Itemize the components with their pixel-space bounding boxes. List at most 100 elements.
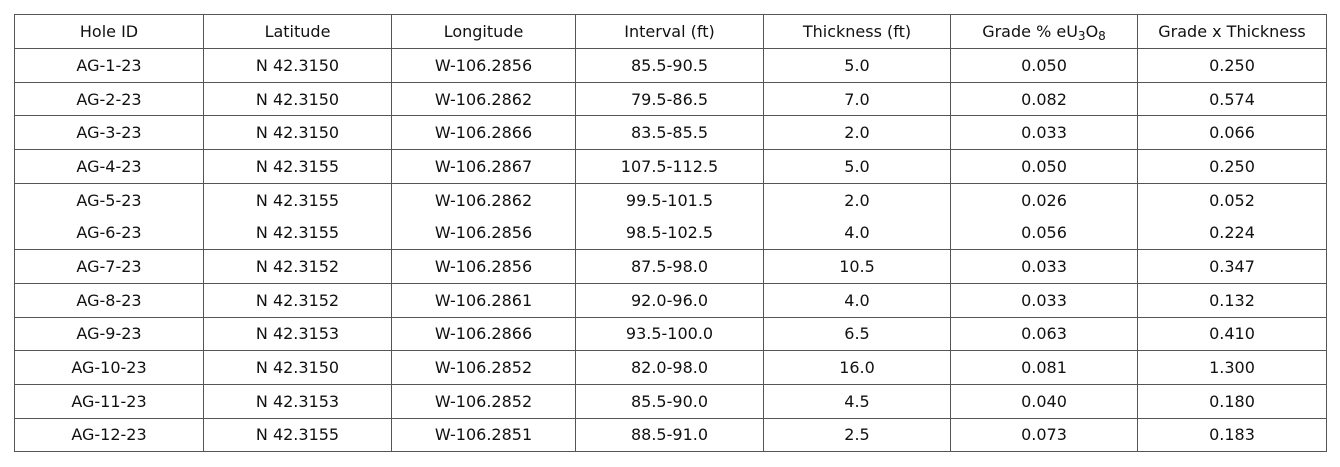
table-cell: W-106.2851 [391, 417, 576, 453]
subscript: 8 [1098, 29, 1106, 43]
table-cell: AG-4-23 [14, 149, 204, 184]
header-cell: Longitude [391, 14, 576, 49]
table-cell: 87.5-98.0 [575, 249, 764, 284]
table-cell: 0.066 [1137, 115, 1327, 151]
table-cell: AG-6-23 [14, 216, 204, 251]
data-table: Hole ID Latitude Longitude Interval (ft) Thi… [14, 14, 1327, 453]
table-cell: 88.5-91.0 [575, 417, 764, 453]
table-row: AG-9-23 N 42.3153 W-106.2866 93.5-100.0 6.5 0… [14, 316, 1327, 352]
table-row: AG-12-23 N 42.3155 W-106.2851 88.5-91.0 2.5 0… [14, 417, 1327, 453]
table-cell: 98.5-102.5 [575, 216, 764, 251]
table-cell: 0.082 [950, 81, 1138, 117]
table-cell: 0.574 [1137, 81, 1327, 117]
table-cell: 0.050 [950, 48, 1138, 83]
table-cell: W-106.2866 [391, 115, 576, 151]
table-row: AG-11-23 N 42.3153 W-106.2852 85.5-90.0 4.5 0… [14, 383, 1327, 419]
table-cell: 0.056 [950, 216, 1138, 251]
table-row: AG-4-23 N 42.3155 W-106.2867 107.5-112.5 5.0… [14, 149, 1327, 184]
table-cell: N 42.3152 [203, 282, 392, 318]
table-cell: N 42.3155 [203, 417, 392, 453]
table-row: AG-8-23 N 42.3152 W-106.2861 92.0-96.0 4.0 0.… [14, 282, 1327, 318]
table-row: AG-1-23 N 42.3150 W-106.2856 85.5-90.5 5.0 0.… [14, 48, 1327, 83]
table-cell: 0.026 [950, 182, 1138, 217]
table-cell: AG-7-23 [14, 249, 204, 284]
table-cell: N 42.3150 [203, 350, 392, 385]
table-cell: W-106.2852 [391, 383, 576, 419]
table-cell: 85.5-90.0 [575, 383, 764, 419]
table-cell: W-106.2856 [391, 48, 576, 83]
table-cell: 107.5-112.5 [575, 149, 764, 184]
header-text: Grade % eU [982, 22, 1078, 41]
table-cell: 0.050 [950, 149, 1138, 184]
table-cell: AG-10-23 [14, 350, 204, 385]
table-cell: 0.347 [1137, 249, 1327, 284]
table-cell: 1.300 [1137, 350, 1327, 385]
table-row: AG-3-23 N 42.3150 W-106.2866 83.5-85.5 2.0 0.… [14, 115, 1327, 151]
table-cell: 0.250 [1137, 48, 1327, 83]
table-cell: 0.410 [1137, 316, 1327, 352]
table-cell: 2.5 [763, 417, 951, 453]
header-row: Hole ID Latitude Longitude Interval (ft) Thi… [14, 14, 1327, 49]
table-row: AG-2-23 N 42.3150 W-106.2862 79.5-86.5 7.0 0.… [14, 81, 1327, 117]
table-cell: W-106.2867 [391, 149, 576, 184]
table-row: AG-7-23 N 42.3152 W-106.2856 87.5-98.0 10.5 0… [14, 249, 1327, 284]
table-cell: AG-2-23 [14, 81, 204, 117]
table-cell: AG-11-23 [14, 383, 204, 419]
table-cell: 16.0 [763, 350, 951, 385]
table-cell: 85.5-90.5 [575, 48, 764, 83]
subscript: 3 [1077, 29, 1086, 43]
table-cell: 6.5 [763, 316, 951, 352]
table-head: Hole ID Latitude Longitude Interval (ft) Thi… [14, 14, 1327, 49]
table-cell: N 42.3153 [203, 383, 392, 419]
table-cell: 7.0 [763, 81, 951, 117]
table-cell: W-106.2856 [391, 249, 576, 284]
table-cell: 0.052 [1137, 182, 1327, 217]
table-cell: 4.0 [763, 216, 951, 251]
table-cell: 0.073 [950, 417, 1138, 453]
table-cell: N 42.3150 [203, 81, 392, 117]
table-cell: AG-8-23 [14, 282, 204, 318]
table-cell: AG-3-23 [14, 115, 204, 151]
table-cell: AG-9-23 [14, 316, 204, 352]
header-cell: Grade % eU3O8 [950, 14, 1138, 49]
table-cell: AG-12-23 [14, 417, 204, 453]
table-cell: 93.5-100.0 [575, 316, 764, 352]
table-cell: N 42.3155 [203, 216, 392, 251]
table-row: AG-5-23 N 42.3155 W-106.2862 99.5-101.5 2.0 0… [14, 182, 1327, 217]
table-cell: N 42.3155 [203, 149, 392, 184]
table-cell: 0.224 [1137, 216, 1327, 251]
table-cell: 92.0-96.0 [575, 282, 764, 318]
table-cell: 83.5-85.5 [575, 115, 764, 151]
header-cell: Thickness (ft) [763, 14, 951, 49]
table-row: AG-6-23 N 42.3155 W-106.2856 98.5-102.5 4.0 0… [14, 216, 1327, 251]
table-cell: N 42.3153 [203, 316, 392, 352]
table-cell: 10.5 [763, 249, 951, 284]
table-cell: AG-5-23 [14, 182, 204, 217]
table-cell: W-106.2866 [391, 316, 576, 352]
table-cell: N 42.3155 [203, 182, 392, 217]
table-cell: W-106.2856 [391, 216, 576, 251]
table-cell: 82.0-98.0 [575, 350, 764, 385]
header-cell: Grade x Thickness [1137, 14, 1327, 49]
table-cell: 2.0 [763, 115, 951, 151]
table-cell: 79.5-86.5 [575, 81, 764, 117]
header-cell: Interval (ft) [575, 14, 764, 49]
table-cell: 0.040 [950, 383, 1138, 419]
table-cell: 0.132 [1137, 282, 1327, 318]
table-cell: 5.0 [763, 48, 951, 83]
header-cell: Hole ID [14, 14, 204, 49]
table-cell: N 42.3152 [203, 249, 392, 284]
table-cell: 2.0 [763, 182, 951, 217]
table-cell: 0.081 [950, 350, 1138, 385]
table-cell: 0.063 [950, 316, 1138, 352]
table-row: AG-10-23 N 42.3150 W-106.2852 82.0-98.0 16.0… [14, 350, 1327, 385]
table-cell: 4.0 [763, 282, 951, 318]
table-cell: 5.0 [763, 149, 951, 184]
table-cell: W-106.2862 [391, 81, 576, 117]
table-cell: 0.183 [1137, 417, 1327, 453]
table-cell: 0.033 [950, 249, 1138, 284]
table-cell: 0.033 [950, 115, 1138, 151]
table-cell: W-106.2861 [391, 282, 576, 318]
table-cell: W-106.2852 [391, 350, 576, 385]
